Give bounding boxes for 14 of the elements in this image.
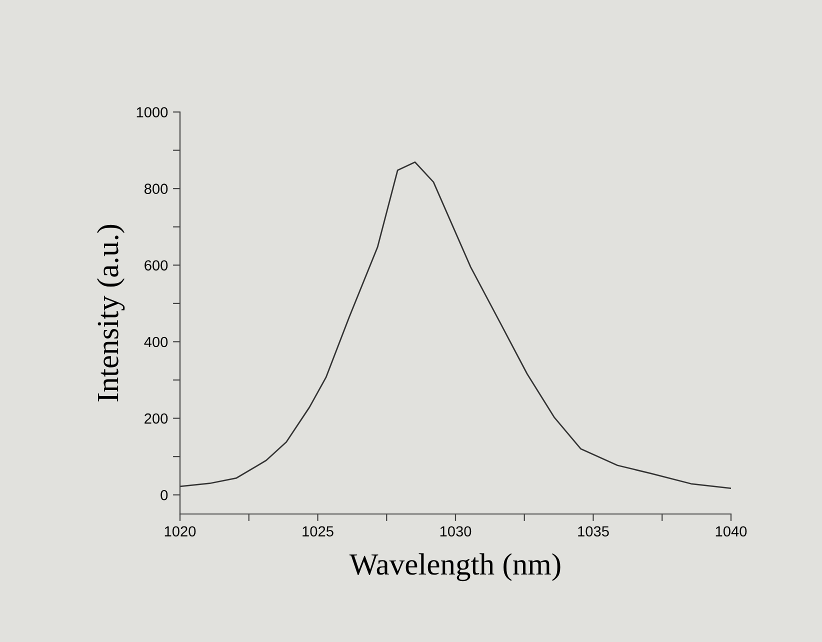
x-axis-title: Wavelength (nm) <box>349 553 560 582</box>
y-tick-label: 400 <box>144 336 168 348</box>
x-tick-label: 1035 <box>578 526 609 537</box>
line-series <box>180 161 731 490</box>
y-tick-label: 0 <box>160 490 168 500</box>
y-axis-title: Intensity (a.u.) <box>96 224 125 402</box>
x-tick-label: 1040 <box>716 526 747 537</box>
x-tick-label: 1020 <box>164 526 196 537</box>
y-tick-label: 1000 <box>136 107 168 118</box>
y-tick-label: 600 <box>144 260 168 271</box>
y-tick-label: 800 <box>144 184 168 194</box>
x-tick-label: 1030 <box>440 526 472 537</box>
x-tick-label: 1025 <box>302 526 334 537</box>
y-tick-label: 200 <box>144 413 168 424</box>
